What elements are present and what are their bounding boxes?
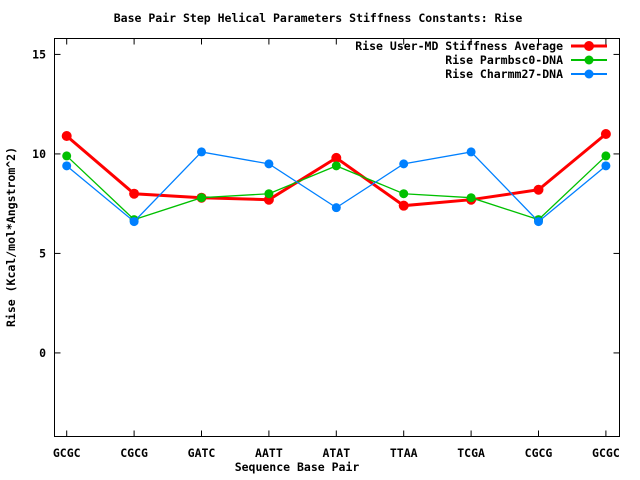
legend-samples [571, 41, 607, 79]
data-point-marker [197, 147, 206, 157]
data-point-marker [534, 217, 543, 227]
x-tick-label: TCGA [457, 446, 485, 460]
data-point-marker [264, 189, 274, 199]
data-point-marker [62, 161, 72, 171]
data-point-marker [601, 161, 611, 171]
legend-label-parmbsc0: Rise Parmbsc0-DNA [445, 53, 563, 67]
y-tick-label: 10 [32, 147, 46, 161]
x-tick-label: GCGC [53, 446, 81, 460]
data-point-marker [399, 159, 409, 169]
plot-border [54, 38, 620, 437]
data-point-marker [331, 203, 341, 213]
chart-title: Base Pair Step Helical Parameters Stiffn… [114, 11, 523, 25]
legend-label-user-md: Rise User-MD Stiffness Average [355, 39, 563, 53]
y-axis-label: Rise (Kcal/mol*Angstrom^2) [4, 147, 18, 327]
legend-label-charmm27: Rise Charmm27-DNA [445, 67, 563, 81]
legend-sample-marker [584, 69, 594, 79]
data-point-marker [264, 159, 274, 169]
x-tick-label: CGCG [525, 446, 553, 460]
data-point-marker [331, 152, 342, 163]
data-point-marker [398, 200, 409, 211]
data-point-marker [466, 147, 476, 157]
axis-ticks [54, 38, 620, 437]
legend: Rise User-MD Stiffness Average Rise Parm… [355, 39, 607, 81]
data-point-marker [533, 184, 544, 195]
y-tick-labels: 0 5 10 15 [32, 47, 46, 360]
data-point-marker [600, 129, 611, 140]
data-point-marker [129, 188, 140, 199]
data-point-marker [466, 193, 476, 203]
data-point-marker [197, 193, 206, 203]
legend-sample-marker [584, 41, 594, 51]
y-tick-label: 5 [39, 246, 46, 260]
data-point-marker [129, 217, 139, 227]
series-1 [62, 151, 611, 225]
x-tick-label: GATC [188, 446, 216, 460]
data-point-marker [331, 161, 341, 171]
x-tick-label: GCGC [592, 446, 620, 460]
series-2 [62, 147, 611, 227]
x-axis-label: Sequence Base Pair [235, 460, 360, 474]
x-tick-label: TTAA [390, 446, 418, 460]
x-tick-label: CGCG [120, 446, 148, 460]
x-tick-label: AATT [255, 446, 283, 460]
x-tick-labels: GCGC CGCG GATC AATT ATAT TTAA TCGA CGCG GCGC [53, 446, 620, 460]
y-tick-label: 15 [32, 47, 46, 61]
y-tick-label: 0 [39, 346, 46, 360]
data-point-marker [399, 189, 409, 199]
data-point-marker [62, 151, 72, 161]
x-tick-label: ATAT [322, 446, 350, 460]
data-point-marker [601, 151, 611, 161]
data-point-marker [61, 131, 72, 142]
series-layer [61, 129, 611, 227]
legend-sample-marker [584, 55, 594, 65]
